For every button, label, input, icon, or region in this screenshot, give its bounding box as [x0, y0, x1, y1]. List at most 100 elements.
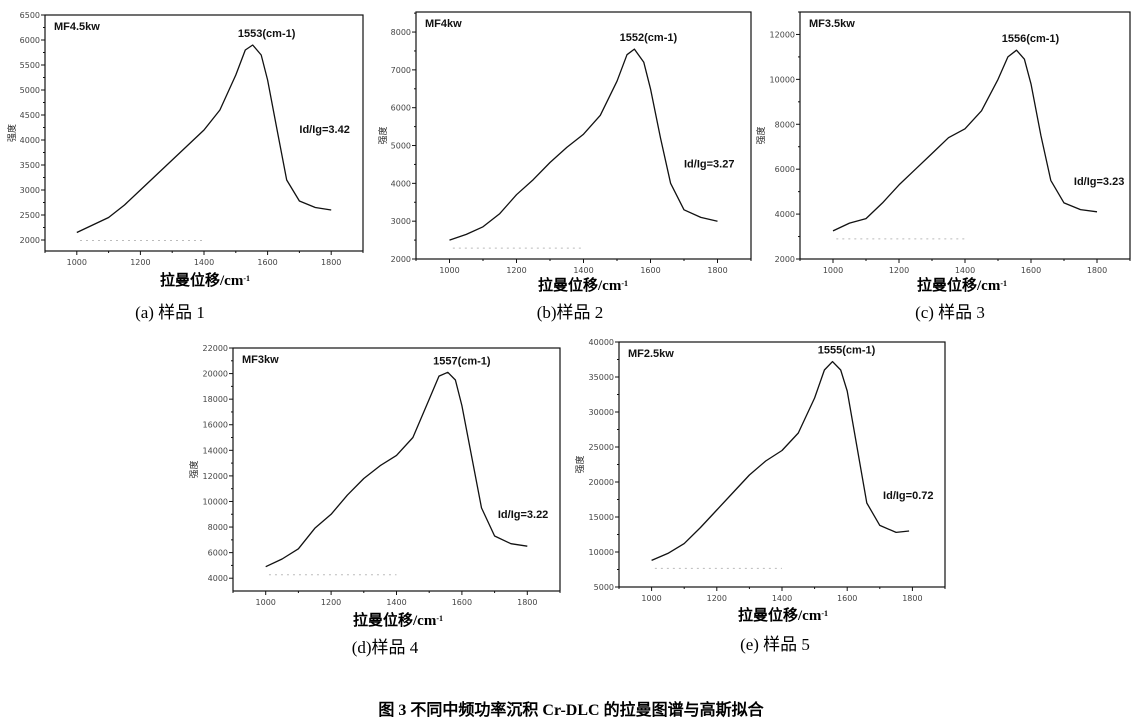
intensity-ratio-label: Id/Ig=0.72: [883, 490, 933, 502]
y-tick-label: 40000: [589, 338, 614, 347]
x-tick-label: 1000: [256, 598, 276, 607]
peak-label: 1555(cm-1): [818, 345, 876, 357]
x-tick-label: 1400: [772, 594, 792, 603]
y-tick-label: 30000: [589, 408, 614, 417]
text-part: 拉曼位移/cm: [160, 271, 244, 289]
panel-caption: (e) 样品 5: [740, 635, 810, 654]
x-tick-label: 1000: [439, 266, 459, 275]
raman-spectrum-line: [832, 49, 1098, 232]
x-tick-label: 1600: [1021, 266, 1041, 275]
x-tick-label: 1200: [889, 266, 909, 275]
intensity-ratio-label: Id/Ig=3.23: [1074, 176, 1124, 188]
x-tick-label: 1600: [257, 258, 277, 267]
intensity-ratio-label: Id/Ig=3.22: [498, 509, 548, 521]
chart-title: MF3kw: [242, 354, 279, 366]
x-axis-label: 拉曼位移/cm-1: [738, 606, 828, 624]
text-part: 拉曼位移/cm: [917, 276, 1001, 294]
superscript: -1: [243, 274, 250, 283]
plot-frame: [415, 11, 752, 260]
y-axis-label: 强度: [574, 455, 586, 473]
panel-caption: (c) 样品 3: [915, 303, 985, 322]
panel-caption: (d)样品 4: [352, 638, 419, 657]
y-tick-label: 16000: [203, 421, 228, 430]
y-tick-label: 2500: [20, 211, 40, 220]
y-tick-label: 12000: [770, 30, 795, 39]
raman-spectrum-line: [449, 48, 718, 241]
superscript: -1: [621, 279, 628, 288]
y-tick-label: 6000: [775, 165, 795, 174]
chart-panel-e: 1000 1200 1400 1600 1800 5000 10000 15000 20000 2…: [574, 338, 946, 654]
y-tick-label: 4000: [208, 574, 228, 583]
peak-label: 1553(cm-1): [238, 28, 296, 40]
y-axis-label: 强度: [377, 126, 389, 144]
x-tick-label: 1000: [67, 258, 87, 267]
x-axis-label: 拉曼位移/cm-1: [353, 611, 443, 629]
x-tick-label: 1000: [823, 266, 843, 275]
x-axis-label: 拉曼位移/cm-1: [160, 271, 250, 289]
intensity-ratio-label: Id/Ig=3.27: [684, 159, 734, 171]
raman-spectrum-line: [265, 371, 528, 568]
peak-label: 1552(cm-1): [620, 32, 678, 44]
y-tick-label: 6000: [208, 549, 228, 558]
y-tick-label: 2000: [20, 236, 40, 245]
y-tick-label: 18000: [203, 395, 228, 404]
chart-panel-a: 1000 1200 1400 1600 1800 2000 2500 3000 3500 4000…: [6, 11, 364, 322]
y-tick-label: 4000: [775, 210, 795, 219]
y-tick-label: 2000: [775, 255, 795, 264]
y-tick-label: 15000: [589, 513, 614, 522]
y-axis-label: 强度: [755, 126, 767, 144]
raman-spectrum-line: [76, 44, 332, 234]
x-tick-label: 1200: [321, 598, 341, 607]
x-tick-label: 1600: [640, 266, 660, 275]
y-tick-label: 14000: [203, 446, 228, 455]
y-tick-label: 6000: [391, 104, 411, 113]
panel-caption: (a) 样品 1: [135, 303, 205, 322]
y-tick-label: 10000: [203, 497, 228, 506]
x-tick-label: 1400: [194, 258, 214, 267]
x-tick-label: 1200: [130, 258, 150, 267]
x-tick-label: 1800: [517, 598, 537, 607]
y-tick-label: 35000: [589, 373, 614, 382]
x-axis-label: 拉曼位移/cm-1: [538, 276, 628, 294]
plot-frame: [232, 347, 561, 592]
y-tick-label: 3000: [391, 217, 411, 226]
peak-label: 1556(cm-1): [1002, 33, 1060, 45]
y-tick-label: 3000: [20, 186, 40, 195]
y-tick-label: 6000: [20, 36, 40, 45]
y-tick-label: 3500: [20, 161, 40, 170]
y-tick-label: 4500: [20, 111, 40, 120]
raman-spectrum-line: [651, 360, 910, 561]
text-part: 拉曼位移/cm: [538, 276, 622, 294]
superscript: -1: [821, 609, 828, 618]
chart-panel-d: 1000 1200 1400 1600 1800 4000 6000 8000 10000 120…: [188, 344, 561, 657]
y-tick-label: 20000: [203, 370, 228, 379]
intensity-ratio-label: Id/Ig=3.42: [299, 124, 349, 136]
y-tick-label: 4000: [20, 136, 40, 145]
x-tick-label: 1600: [452, 598, 472, 607]
x-axis-label: 拉曼位移/cm-1: [917, 276, 1007, 294]
x-tick-label: 1800: [707, 266, 727, 275]
y-tick-label: 5000: [391, 142, 411, 151]
y-tick-label: 8000: [775, 120, 795, 129]
figure-caption: 图 3 不同中频功率沉积 Cr-DLC 的拉曼图谱与高斯拟合: [378, 700, 764, 719]
y-tick-label: 22000: [203, 344, 228, 353]
peak-label: 1557(cm-1): [433, 355, 491, 367]
x-tick-label: 1800: [321, 258, 341, 267]
y-tick-label: 5000: [20, 86, 40, 95]
y-tick-label: 6500: [20, 11, 40, 20]
x-tick-label: 1800: [1087, 266, 1107, 275]
text-part: 拉曼位移/cm: [738, 606, 822, 624]
y-tick-label: 5000: [594, 583, 614, 592]
x-tick-label: 1600: [837, 594, 857, 603]
panel-caption: (b)样品 2: [537, 303, 604, 322]
y-tick-label: 2000: [391, 255, 411, 264]
y-tick-label: 10000: [770, 75, 795, 84]
x-tick-label: 1000: [641, 594, 661, 603]
chart-title: MF4kw: [425, 18, 462, 30]
y-tick-label: 8000: [391, 28, 411, 37]
y-tick-label: 7000: [391, 66, 411, 75]
y-tick-label: 12000: [203, 472, 228, 481]
x-tick-label: 1400: [573, 266, 593, 275]
plot-frame: [618, 341, 946, 588]
